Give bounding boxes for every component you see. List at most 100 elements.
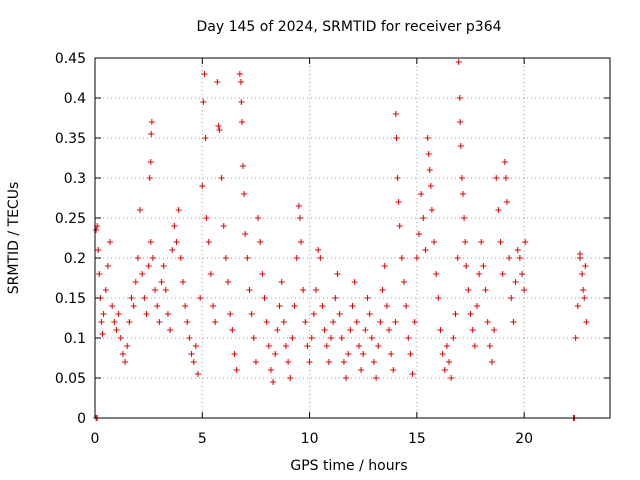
data-point: [113, 327, 120, 333]
data-point: [473, 303, 480, 309]
data-point: [246, 287, 253, 293]
data-point: [393, 135, 400, 141]
data-point: [330, 319, 337, 325]
data-point: [143, 311, 150, 317]
y-tick-label: 0.15: [55, 291, 86, 307]
data-point: [282, 343, 289, 349]
data-point: [392, 319, 399, 325]
data-point: [373, 375, 380, 381]
data-point: [462, 239, 469, 245]
data-point: [456, 95, 463, 101]
data-point: [119, 351, 126, 357]
data-point: [241, 191, 248, 197]
data-point: [274, 327, 281, 333]
data-point: [455, 59, 462, 65]
data-point: [184, 319, 191, 325]
data-point: [296, 215, 303, 221]
data-point: [238, 119, 245, 125]
y-tick-label: 0.4: [64, 91, 86, 107]
data-point: [319, 303, 326, 309]
data-point: [207, 271, 214, 277]
data-point: [401, 279, 407, 285]
data-point: [200, 99, 207, 105]
data-point: [104, 263, 111, 269]
data-point: [493, 175, 500, 181]
data-point: [427, 183, 434, 189]
data-point: [501, 159, 508, 165]
data-point: [148, 131, 155, 137]
data-point: [216, 127, 223, 133]
data-point: [315, 247, 322, 253]
data-point: [255, 215, 262, 221]
data-point: [450, 335, 457, 341]
data-point: [188, 351, 195, 357]
data-point: [347, 327, 354, 333]
data-point: [201, 71, 208, 77]
data-point: [418, 191, 425, 197]
data-point: [240, 163, 247, 169]
data-point: [250, 335, 257, 341]
data-point: [107, 239, 114, 245]
data-point: [353, 319, 360, 325]
data-point: [124, 343, 131, 349]
data-point: [338, 335, 345, 341]
data-point: [407, 351, 414, 357]
data-point: [289, 335, 296, 341]
data-point: [190, 359, 197, 365]
data-point: [458, 175, 465, 181]
data-point: [441, 367, 448, 373]
data-point: [457, 143, 464, 149]
data-point: [581, 295, 588, 301]
data-point: [272, 351, 279, 357]
y-tick-labels: 0 0.05 0.1 0.15 0.2 0.25 0.3 0.35 0.4 0.45: [55, 51, 86, 427]
data-point: [395, 199, 402, 205]
data-point: [362, 327, 369, 333]
data-point: [519, 271, 526, 277]
data-point: [510, 319, 517, 325]
data-point: [132, 279, 139, 285]
data-point: [139, 271, 146, 277]
data-point: [98, 319, 105, 325]
data-point: [349, 303, 356, 309]
data-point: [426, 167, 433, 173]
data-point: [164, 311, 171, 317]
data-point: [147, 239, 154, 245]
data-point: [364, 295, 371, 301]
data-point: [463, 263, 470, 269]
data-point: [257, 239, 264, 245]
data-point: [478, 239, 485, 245]
data-point: [128, 295, 135, 301]
data-point: [126, 319, 133, 325]
x-tick-label: 5: [198, 431, 207, 447]
data-point: [351, 279, 358, 285]
data-point: [448, 375, 455, 381]
data-point: [317, 255, 324, 261]
data-point: [156, 319, 163, 325]
data-point: [425, 151, 432, 157]
data-point: [197, 295, 204, 301]
data-point: [398, 255, 405, 261]
data-point: [158, 279, 165, 285]
data-point: [431, 239, 438, 245]
x-axis-label: GPS time / hours: [290, 458, 407, 474]
data-point: [212, 319, 219, 325]
data-point: [122, 359, 129, 365]
data-point: [457, 119, 464, 125]
data-point: [476, 271, 483, 277]
data-point: [576, 251, 583, 257]
data-point: [340, 359, 347, 365]
data-point: [160, 263, 167, 269]
data-point: [403, 303, 410, 309]
data-point: [377, 319, 384, 325]
x-tick-labels: 0 5 10 15 20: [91, 431, 534, 447]
data-point: [244, 255, 251, 261]
data-point: [298, 239, 304, 245]
data-point: [452, 311, 459, 317]
data-point: [433, 271, 440, 277]
data-point: [192, 343, 199, 349]
data-point: [287, 375, 294, 381]
data-point: [383, 303, 390, 309]
y-axis-label: SRMTID / TECUs: [6, 182, 22, 295]
data-point: [225, 279, 232, 285]
